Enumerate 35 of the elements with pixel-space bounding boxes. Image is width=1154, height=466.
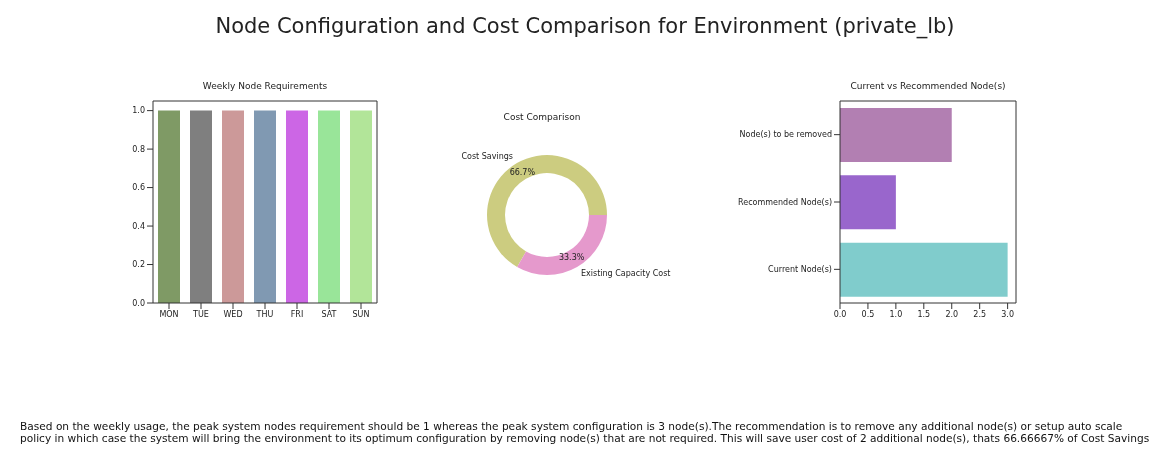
x-tick-label: 1.5 [917, 309, 931, 319]
slice-label: Cost Savings [461, 151, 514, 161]
y-tick-label: Current Node(s) [768, 264, 832, 274]
chart-title: Cost Comparison [502, 112, 582, 122]
bar [840, 108, 952, 162]
x-tick-label: SAT [321, 309, 337, 319]
x-tick-label: 0.0 [833, 309, 847, 319]
data-label: 66.7% [509, 167, 536, 177]
data-label: 33.3% [558, 253, 585, 263]
bar [840, 175, 896, 230]
x-tick-label: FRI [290, 309, 304, 319]
x-tick-label: 2.5 [973, 309, 987, 319]
x-tick-label: SUN [352, 309, 370, 319]
x-tick-label: 2.0 [945, 309, 959, 319]
x-tick-label: MON [159, 309, 179, 319]
x-tick-label: 1.0 [889, 309, 903, 319]
y-tick-label: 0.6 [132, 183, 145, 193]
x-tick-label: 3.0 [1001, 309, 1014, 319]
y-tick-label: 0.4 [132, 221, 145, 231]
y-tick-label: 1.0 [132, 106, 145, 116]
y-tick-label: 0.0 [132, 298, 145, 308]
x-tick-label: THU [255, 309, 274, 319]
chart-title: Current vs Recommended Node(s) [849, 81, 1007, 91]
x-tick-label: WED [223, 309, 243, 319]
text: Based on the weekly usage, the peak system nodes requirement should be 1 whereas the peak system configuration is 3 node(s).The recommendation is to remove any additional node(s) or setup auto scale policy in which case the system will bring the environment to its optimum configuration by removing node(s) that are not required. This will save user cost of 2 additional node(s), thats 66.66667% of Cost Savings [20, 420, 1150, 444]
y-tick-label: 0.8 [132, 144, 145, 154]
x-tick-label: 0.5 [861, 309, 875, 319]
y-tick-label: Node(s) to be removed [739, 130, 832, 140]
slice-label: Existing Capacity Cost [580, 269, 671, 279]
text: Node Configuration and Cost Comparison for Environment (private_lb) [214, 14, 956, 38]
y-tick-label: Recommended Node(s) [738, 197, 832, 207]
chart-title: Weekly Node Requirements [201, 81, 329, 91]
x-tick-label: TUE [192, 309, 209, 319]
bar [840, 242, 1008, 297]
y-tick-label: 0.2 [132, 260, 145, 270]
